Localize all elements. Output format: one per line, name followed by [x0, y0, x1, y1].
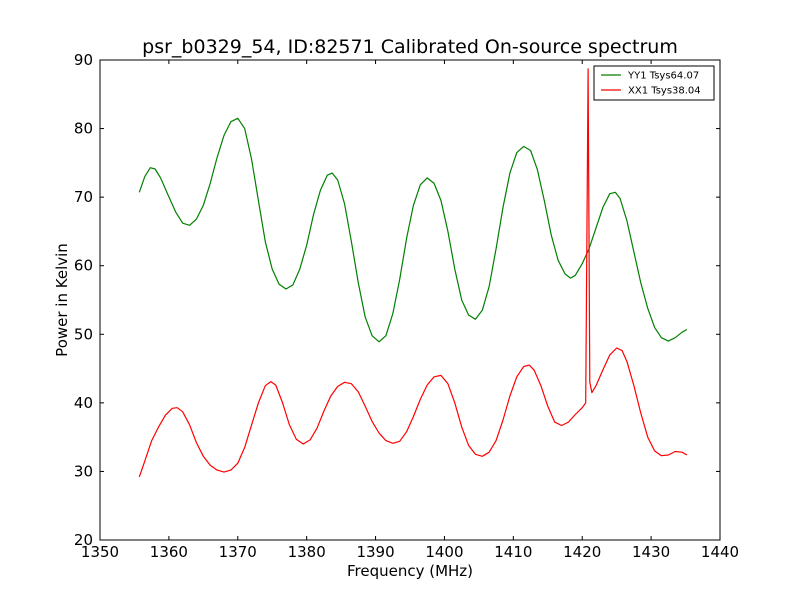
x-tick-label: 1360 — [150, 543, 188, 561]
y-tick-label: 40 — [74, 394, 93, 412]
series-layer — [138, 68, 688, 478]
x-tick-label: 1390 — [356, 543, 394, 561]
x-tick-label: 1400 — [425, 543, 463, 561]
x-axis-label: Frequency (MHz) — [347, 562, 473, 580]
plot-frame — [99, 59, 721, 541]
x-tick-label: 1370 — [219, 543, 257, 561]
legend-label-1: XX1 Tsys38.04 — [628, 86, 701, 97]
x-tick-label: 1440 — [701, 543, 739, 561]
x-tick-label: 1430 — [632, 543, 670, 561]
ticks-layer: 1350 1360 1370 1380 1390 1400 1410 1420 1430 1440… — [74, 51, 739, 561]
legend-box — [593, 65, 715, 101]
x-tick-label: 1410 — [494, 543, 532, 561]
y-tick-label: 80 — [74, 120, 93, 138]
x-tick-label: 1380 — [288, 543, 326, 561]
series-line-1 — [138, 68, 688, 478]
legend: YY1 Tsys64.07 XX1 Tsys38.04 — [593, 65, 715, 101]
y-tick-label: 30 — [74, 462, 93, 480]
plot-area: 1350 1360 1370 1380 1390 1400 1410 1420 1430 1440… — [74, 51, 739, 561]
y-tick-label: 90 — [74, 51, 93, 69]
y-tick-label: 20 — [74, 531, 93, 549]
chart-title: psr_b0329_54, ID:82571 Calibrated On-sou… — [142, 36, 678, 58]
x-tick-label: 1420 — [563, 543, 601, 561]
legend-label-0: YY1 Tsys64.07 — [627, 71, 699, 82]
y-tick-label: 60 — [74, 257, 93, 275]
y-axis-label: Power in Kelvin — [53, 243, 71, 357]
x-tick-label: 1350 — [81, 543, 119, 561]
series-line-0 — [138, 117, 688, 343]
y-tick-label: 50 — [74, 325, 93, 343]
y-tick-label: 70 — [74, 188, 93, 206]
